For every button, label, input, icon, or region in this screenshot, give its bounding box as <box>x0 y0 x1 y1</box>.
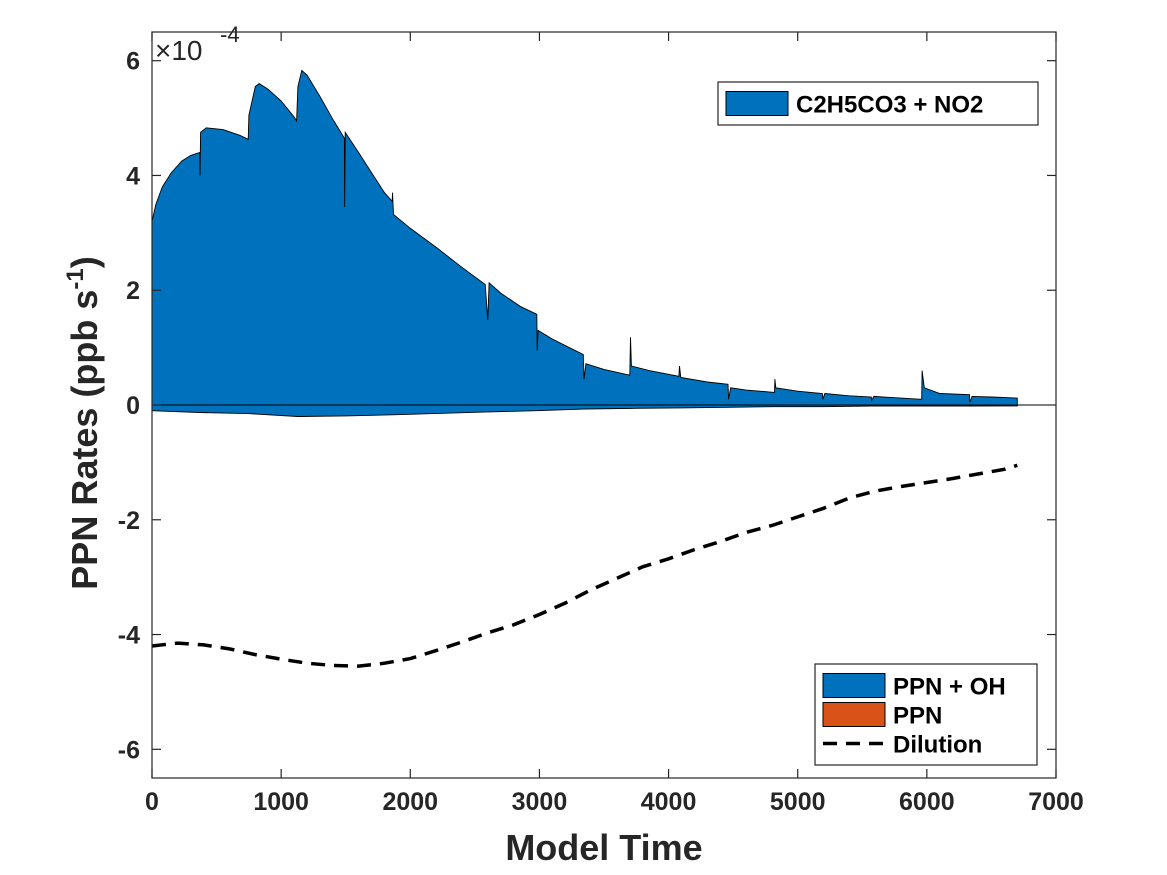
y-axis-title: PPN Rates (ppb s-1) <box>62 256 105 589</box>
legend-entry-label: C2H5CO3 + NO2 <box>796 92 983 119</box>
x-tick-label: 3000 <box>512 788 568 816</box>
y-axis-title-exponent: -1 <box>62 268 89 289</box>
x-tick-label: 4000 <box>641 788 697 816</box>
x-tick-label: 2000 <box>382 788 438 816</box>
series-area-ppn-oh <box>151 404 1018 417</box>
y-tick-label: -4 <box>118 622 140 650</box>
series-line-dilution <box>151 463 1018 668</box>
y-axis-title-suffix: ) <box>64 256 105 268</box>
x-tick-label: 5000 <box>770 788 826 816</box>
legend-entry-label: PPN + OH <box>893 674 1006 701</box>
x-axis-title: Model Time <box>505 827 702 868</box>
series-area-c2h5co3-no2 <box>151 69 1018 406</box>
legend-entry-label: Dilution <box>893 732 982 759</box>
y-tick-label: 4 <box>126 162 140 190</box>
x-tick-label: 6000 <box>899 788 955 816</box>
y-tick-label: 2 <box>126 277 140 305</box>
svg-text:PPN Rates (ppb s-1): PPN Rates (ppb s-1) <box>62 256 105 589</box>
x-tick-label: 7000 <box>1028 788 1084 816</box>
plot-area <box>151 69 1056 668</box>
x-tick-label: 1000 <box>253 788 309 816</box>
legend-swatch <box>822 673 886 698</box>
ticks-layer: 0 1000 2000 3000 4000 5000 6000 7000 -6 -4 -2 0 2 4 6 <box>118 32 1084 816</box>
y-axis-title-main: PPN Rates (ppb s <box>64 290 105 590</box>
y-tick-label: -6 <box>118 736 140 764</box>
y-multiplier-exponent: -4 <box>220 22 240 47</box>
legend-swatch <box>822 702 886 727</box>
y-tick-label: 6 <box>126 48 140 76</box>
y-multiplier-prefix: ×10 <box>155 35 203 66</box>
y-tick-label: 0 <box>126 392 140 420</box>
legend-top: C2H5CO3 + NO2 <box>717 81 1039 126</box>
y-tick-label: -2 <box>118 507 140 535</box>
legend-entry-label: PPN <box>893 703 942 730</box>
y-multiplier: ×10 -4 <box>155 22 240 66</box>
x-tick-label: 0 <box>145 788 159 816</box>
legend-swatch <box>725 91 789 116</box>
